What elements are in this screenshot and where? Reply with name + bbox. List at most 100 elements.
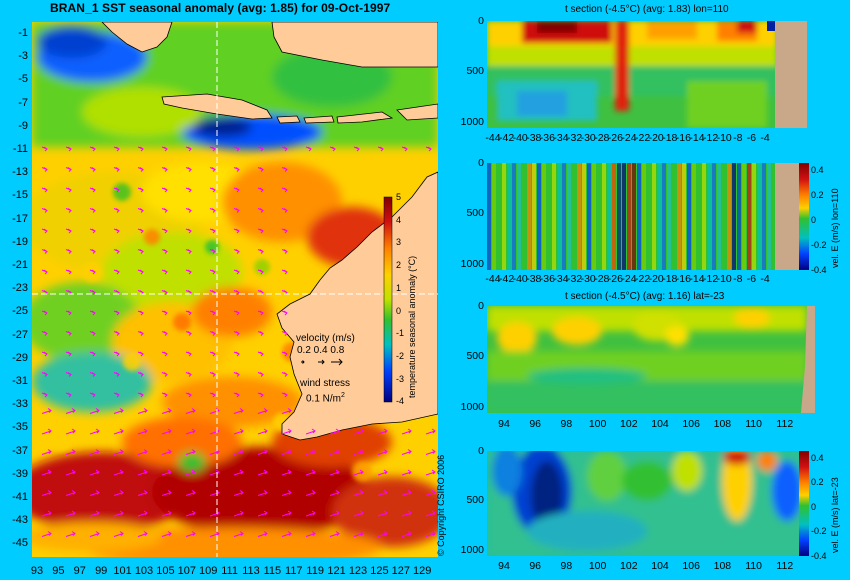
wind-vector: [281, 392, 288, 398]
wind-vector: [281, 469, 292, 476]
panel-x-tick: -38: [526, 273, 542, 285]
wind-vector: [41, 187, 48, 193]
wind-vector: [65, 269, 72, 275]
wind-vector: [89, 449, 100, 455]
panel-x-tick: -32: [567, 132, 583, 144]
map-y-tick: -33: [12, 398, 28, 411]
wind-vector: [377, 146, 384, 152]
velocity-stripe: [672, 163, 676, 270]
panel-x-tick: 110: [745, 418, 762, 430]
wind-vector: [89, 531, 100, 537]
panel-x-tick: -18: [662, 132, 678, 144]
velocity-stripe: [517, 163, 521, 270]
wind-vector: [89, 408, 100, 414]
panel-x-tick: 98: [560, 418, 573, 430]
wind-vector: [137, 331, 144, 336]
panel-x-tick: -24: [621, 132, 637, 144]
panel-x-tick: 94: [498, 418, 510, 430]
map-colorbar-tick: -2: [396, 350, 405, 361]
map-colorbar-tick: 3: [396, 237, 402, 248]
wind-vector: [161, 428, 172, 435]
wind-vector: [281, 249, 288, 254]
map-y-tick: -11: [12, 143, 28, 155]
wind-vector: [137, 310, 144, 316]
wind-vector: [113, 469, 124, 476]
wind-vector: [425, 428, 436, 435]
panel-x-tick: -36: [539, 132, 555, 144]
wind-vector: [113, 428, 124, 435]
panel-x-tick: 106: [682, 418, 700, 430]
panel-x-tick: 108: [713, 418, 732, 430]
panel-x-tick: -10: [716, 273, 732, 285]
map-x-tick: 105: [156, 565, 175, 577]
wind-vector: [113, 392, 120, 398]
velocity-stripe: [692, 163, 696, 270]
wind-vector: [41, 392, 48, 398]
map-y-tick: -13: [12, 166, 28, 179]
wind-vector: [377, 490, 388, 496]
map-y-tick: -31: [12, 375, 28, 387]
wind-vector: [425, 510, 436, 517]
wind-vector: [137, 351, 144, 357]
wind-vector: [305, 490, 316, 496]
wind-vector: [137, 531, 148, 537]
map-y-tick: -45: [12, 537, 28, 550]
wind-vector: [65, 310, 72, 316]
map-y-tick: -15: [12, 189, 28, 202]
wind-vector: [113, 372, 120, 377]
wind-vector: [377, 531, 388, 537]
wind-vector: [401, 146, 408, 152]
velocity-stripe: [747, 163, 751, 270]
panel-colorbar-tick: -0.2: [811, 526, 827, 537]
wind-vector: [401, 428, 412, 435]
wind-vector: [89, 510, 100, 517]
wind-vector: [89, 428, 100, 435]
velocity-legend-values: 0.2 0.4 0.8: [297, 345, 345, 356]
wind-vector: [185, 372, 192, 377]
wind-vector: [89, 249, 96, 254]
wind-vector: [185, 428, 196, 435]
wind-vector: [65, 408, 76, 414]
wind-vector: [65, 428, 76, 435]
panel-t-lon-plot[interactable]: [487, 21, 807, 128]
wind-vector: [281, 490, 292, 496]
wind-vector: [65, 392, 72, 398]
wind-vector: [353, 490, 364, 496]
velocity-stripe: [632, 163, 636, 270]
panel-x-tick: 110: [745, 560, 762, 572]
wind-vector: [137, 469, 148, 476]
panel-t-lat-plot[interactable]: [487, 306, 815, 413]
velocity-stripe: [667, 163, 671, 270]
wind-vector: [281, 531, 292, 537]
wind-vector: [233, 269, 240, 275]
wind-vector: [41, 351, 48, 357]
map-colorbar-tick: 2: [396, 260, 402, 271]
wind-vector: [257, 351, 264, 357]
wind-vector: [185, 510, 196, 517]
wind-vector: [401, 531, 412, 537]
panel-v-lat-plot[interactable]: [487, 451, 807, 556]
wind-vector: [41, 269, 48, 275]
sst-anomaly-map[interactable]: [32, 22, 438, 557]
wind-vector: [185, 228, 192, 234]
wind-vector: [209, 146, 216, 152]
panel-x-tick: -16: [675, 273, 691, 285]
panel-x-tick: -14: [689, 132, 705, 144]
land: [101, 22, 438, 441]
velocity-stripe: [547, 163, 551, 270]
wind-vector: [41, 208, 48, 213]
wind-vector: [113, 249, 120, 254]
map-title: BRAN_1 SST seasonal anomaly (avg: 1.85) …: [50, 1, 391, 15]
panel-x-tick: 104: [651, 560, 669, 572]
panel-x-tick: -8: [733, 132, 743, 144]
wind-vector: [137, 228, 144, 234]
wind-legend-label: wind stress: [300, 378, 351, 389]
wind-vector: [89, 167, 96, 172]
panel-v-lon-plot[interactable]: [487, 163, 807, 270]
panel-t-lat-title: t section (-4.5°C) (avg: 1.16) lat=-23: [565, 291, 725, 302]
wind-vector: [89, 228, 96, 234]
wind-vector: [113, 531, 124, 537]
panel-v-lat-colorbar-label: vel. E (m/s) lat=-23: [830, 477, 840, 553]
wind-vector: [329, 428, 340, 435]
map-colorbar-tick: 1: [396, 282, 402, 293]
